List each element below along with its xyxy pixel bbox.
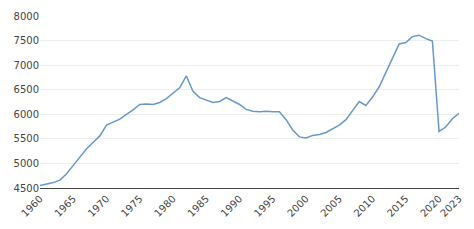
- svg-text:1970: 1970: [86, 193, 112, 219]
- svg-text:6000: 6000: [14, 109, 39, 120]
- svg-text:1975: 1975: [119, 193, 145, 219]
- svg-text:2015: 2015: [385, 193, 411, 219]
- svg-text:4500: 4500: [14, 183, 39, 194]
- svg-text:1980: 1980: [152, 193, 178, 219]
- svg-text:1995: 1995: [252, 193, 278, 219]
- svg-text:7000: 7000: [14, 60, 39, 71]
- svg-text:2023: 2023: [438, 193, 464, 219]
- svg-text:6500: 6500: [14, 84, 39, 95]
- svg-text:1965: 1965: [52, 193, 78, 219]
- svg-text:2000: 2000: [285, 193, 311, 219]
- svg-text:1985: 1985: [185, 193, 211, 219]
- svg-text:5500: 5500: [14, 133, 39, 144]
- svg-text:5000: 5000: [14, 158, 39, 169]
- svg-text:7500: 7500: [14, 35, 39, 46]
- svg-text:2005: 2005: [318, 193, 344, 219]
- svg-text:1960: 1960: [19, 193, 45, 219]
- svg-text:8000: 8000: [14, 11, 39, 22]
- svg-text:1990: 1990: [219, 193, 245, 219]
- svg-text:2020: 2020: [418, 193, 444, 219]
- svg-text:2010: 2010: [352, 193, 378, 219]
